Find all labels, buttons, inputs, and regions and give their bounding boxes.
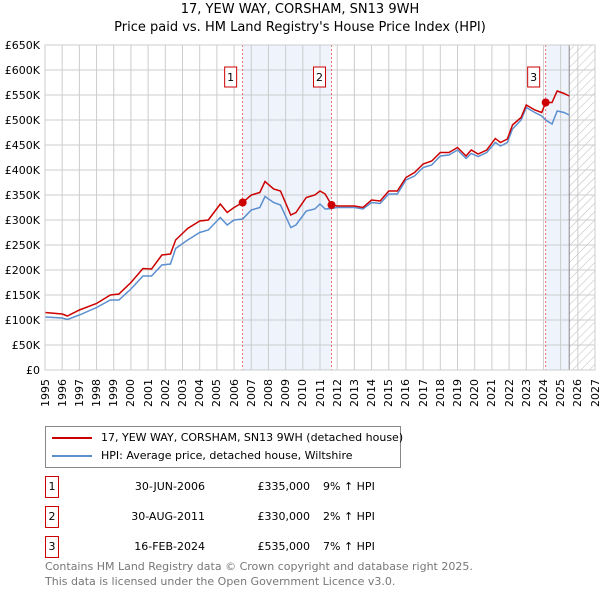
x-tick-label: 2007 (244, 379, 258, 407)
x-tick-label: 2014 (365, 379, 379, 407)
x-tick-label: 2016 (399, 379, 413, 407)
sale-label-box (224, 66, 238, 88)
y-tick-label: £150K (5, 289, 41, 302)
sale-hpi-diff: 9% ↑ HPI (323, 480, 375, 493)
legend-label: 17, YEW WAY, CORSHAM, SN13 9WH (detached… (101, 431, 404, 444)
x-tick-label: 2018 (433, 379, 447, 407)
x-tick-label: 1996 (55, 379, 69, 407)
y-tick-label: £650K (5, 39, 41, 52)
y-tick-label: £300K (5, 214, 41, 227)
x-tick-label: 2021 (485, 379, 499, 407)
legend-item-hpi: HPI: Average price, detached house, Wilt… (52, 447, 353, 465)
x-tick-label: 2002 (158, 379, 172, 407)
x-tick-label: 2025 (554, 379, 568, 407)
sale-point (238, 198, 247, 207)
sale-price: £535,000 (257, 540, 311, 553)
sale-hpi-diff: 7% ↑ HPI (323, 540, 375, 553)
sale-row: 1 30-JUN-2006 £335,000 9% ↑ HPI (45, 476, 545, 498)
forecast-hatch (569, 45, 595, 370)
sale-label: 2 (316, 71, 323, 84)
x-tick-label: 2020 (468, 379, 482, 407)
x-tick-label: 2015 (382, 379, 396, 407)
footer-copyright: Contains HM Land Registry data © Crown c… (45, 560, 473, 573)
y-tick-label: £400K (5, 164, 41, 177)
plot-border (44, 44, 596, 371)
sale-hpi-diff: 2% ↑ HPI (323, 510, 375, 523)
y-tick-label: £450K (5, 139, 41, 152)
x-tick-label: 2001 (141, 379, 155, 407)
y-tick-label: £350K (5, 189, 41, 202)
x-tick-label: 2011 (313, 379, 327, 407)
legend-item-property: 17, YEW WAY, CORSHAM, SN13 9WH (detached… (52, 429, 403, 447)
footer-licence: This data is licensed under the Open Gov… (45, 575, 396, 588)
x-tick-label: 2004 (193, 379, 207, 407)
x-tick-label: 2026 (571, 379, 585, 407)
sale-date: 16-FEB-2024 (134, 540, 205, 553)
x-tick-label: 2019 (451, 379, 464, 407)
x-tick-label: 2006 (227, 379, 241, 407)
x-tick-label: 1998 (90, 379, 104, 407)
sale-date: 30-AUG-2011 (131, 510, 205, 523)
x-tick-label: 2027 (588, 379, 600, 407)
sale-number: 3 (45, 536, 59, 558)
sale-point (541, 98, 550, 107)
legend-label: HPI: Average price, detached house, Wilt… (101, 449, 353, 462)
sale-number: 2 (45, 506, 59, 528)
sale-row: 2 30-AUG-2011 £330,000 2% ↑ HPI (45, 506, 545, 528)
x-tick-label: 1997 (72, 379, 86, 407)
y-tick-label: £100K (5, 314, 41, 327)
x-tick-label: 2003 (176, 379, 189, 407)
x-tick-label: 2000 (124, 379, 138, 407)
y-tick-label: £200K (5, 264, 41, 277)
sale-number: 1 (45, 476, 59, 498)
sale-label-box (313, 66, 327, 88)
chart-subtitle: Price paid vs. HM Land Registry's House … (114, 20, 486, 35)
legend: 17, YEW WAY, CORSHAM, SN13 9WH (detached… (45, 426, 403, 468)
x-tick-label: 2017 (416, 379, 430, 407)
y-tick-label: £600K (5, 64, 41, 77)
x-tick-label: 2022 (502, 379, 516, 407)
sale-label: 3 (530, 71, 537, 84)
chart-title: 17, YEW WAY, CORSHAM, SN13 9WH (180, 2, 420, 17)
sale-date: 30-JUN-2006 (134, 480, 205, 493)
x-tick-label: 1995 (38, 379, 52, 407)
sale-price: £335,000 (257, 480, 311, 493)
x-tick-label: 2024 (536, 379, 550, 407)
x-tick-label: 2010 (296, 379, 310, 407)
x-tick-label: 1999 (107, 379, 121, 407)
y-tick-label: £50K (12, 339, 41, 352)
sale-label-box (527, 66, 541, 88)
x-tick-label: 2005 (210, 379, 224, 407)
sale-row: 3 16-FEB-2024 £535,000 7% ↑ HPI (45, 536, 545, 558)
y-tick-label: £550K (5, 89, 41, 102)
x-tick-label: 2012 (330, 379, 344, 407)
x-tick-label: 2023 (519, 379, 533, 407)
x-tick-label: 2009 (279, 379, 293, 407)
y-tick-label: £0 (26, 364, 40, 376)
sale-price: £330,000 (257, 510, 311, 523)
shaded-period (545, 45, 570, 370)
sale-label: 1 (227, 71, 234, 84)
y-tick-label: £250K (5, 239, 41, 252)
sale-point (327, 201, 336, 209)
x-tick-label: 2008 (261, 379, 275, 407)
x-tick-label: 2013 (347, 379, 361, 407)
y-tick-label: £500K (5, 114, 41, 127)
price-chart: £0 £50K £100K £150K £200K £250K £300K £350K £400… (5, 39, 596, 376)
